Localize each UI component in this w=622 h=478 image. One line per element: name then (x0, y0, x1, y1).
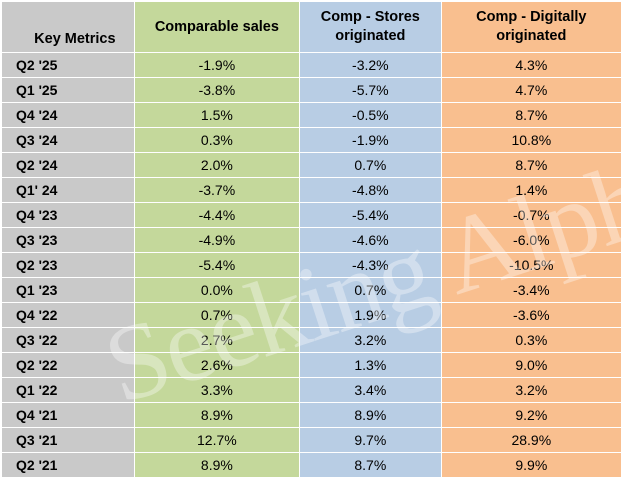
comp-digital-cell: 8.7% (440, 152, 622, 178)
comp-digital-cell: 1.4% (440, 177, 622, 203)
row-label: Q3 '21 (1, 427, 135, 453)
table-row: Q2 '22 2.6% 1.3% 9.0% (1, 352, 622, 378)
comp-stores-cell: 0.7% (299, 277, 442, 303)
table-row: Q4 '24 1.5% -0.5% 8.7% (1, 102, 622, 128)
comp-digital-cell: 28.9% (440, 427, 622, 453)
comparable-sales-cell: 2.7% (133, 327, 301, 353)
comparable-sales-cell: -5.4% (133, 252, 301, 278)
comp-digital-cell: 0.3% (440, 327, 622, 353)
table-row: Q4 '23 -4.4% -5.4% -0.7% (1, 202, 622, 228)
header-comp-stores: Comp - Stores originated (299, 1, 442, 53)
row-label: Q4 '24 (1, 102, 135, 128)
comparable-sales-cell: 0.7% (133, 302, 301, 328)
comp-stores-cell: -5.4% (299, 202, 442, 228)
row-label: Q1 '25 (1, 77, 135, 103)
comp-stores-cell: 1.3% (299, 352, 442, 378)
table-row: Q4 '22 0.7% 1.9% -3.6% (1, 302, 622, 328)
comparable-sales-cell: 8.9% (133, 402, 301, 428)
comp-digital-cell: 8.7% (440, 102, 622, 128)
comp-stores-cell: -4.8% (299, 177, 442, 203)
comp-stores-cell: 8.7% (299, 452, 442, 478)
comparable-sales-cell: 12.7% (133, 427, 301, 453)
header-comparable-sales: Comparable sales (133, 1, 301, 53)
comp-stores-cell: 8.9% (299, 402, 442, 428)
header-comp-digital: Comp - Digitally originated (440, 1, 622, 53)
row-label: Q2 '25 (1, 52, 135, 78)
comp-digital-cell: -10.5% (440, 252, 622, 278)
header-row: Key Metrics Comparable sales Comp - Stor… (1, 1, 622, 53)
row-label: Q2 '23 (1, 252, 135, 278)
table-row: Q1 '25 -3.8% -5.7% 4.7% (1, 77, 622, 103)
comparable-sales-cell: -3.7% (133, 177, 301, 203)
comparable-sales-cell: 3.3% (133, 377, 301, 403)
comp-stores-cell: -4.3% (299, 252, 442, 278)
comp-stores-cell: 0.7% (299, 152, 442, 178)
row-label: Q2 '21 (1, 452, 135, 478)
comparable-sales-cell: 0.3% (133, 127, 301, 153)
comp-stores-cell: -4.6% (299, 227, 442, 253)
comp-digital-cell: -0.7% (440, 202, 622, 228)
comparable-sales-cell: 8.9% (133, 452, 301, 478)
table-row: Q1 '23 0.0% 0.7% -3.4% (1, 277, 622, 303)
table-row: Q3 '23 -4.9% -4.6% -6.0% (1, 227, 622, 253)
comparable-sales-cell: 0.0% (133, 277, 301, 303)
comp-digital-cell: 9.0% (440, 352, 622, 378)
comparable-sales-cell: 2.0% (133, 152, 301, 178)
comparable-sales-cell: -3.8% (133, 77, 301, 103)
comparable-sales-cell: -1.9% (133, 52, 301, 78)
row-label: Q4 '23 (1, 202, 135, 228)
row-label: Q4 '22 (1, 302, 135, 328)
comparable-sales-cell: 2.6% (133, 352, 301, 378)
comp-stores-cell: 9.7% (299, 427, 442, 453)
table-row: Q3 '22 2.7% 3.2% 0.3% (1, 327, 622, 353)
comp-stores-cell: -1.9% (299, 127, 442, 153)
comp-digital-cell: -3.6% (440, 302, 622, 328)
comparable-sales-cell: -4.4% (133, 202, 301, 228)
comp-digital-cell: 9.9% (440, 452, 622, 478)
comp-digital-cell: -3.4% (440, 277, 622, 303)
row-label: Q1 '23 (1, 277, 135, 303)
comp-digital-cell: 9.2% (440, 402, 622, 428)
comp-digital-cell: -6.0% (440, 227, 622, 253)
comp-stores-cell: 3.2% (299, 327, 442, 353)
row-label: Q2 '22 (1, 352, 135, 378)
row-label: Q3 '24 (1, 127, 135, 153)
comp-digital-cell: 10.8% (440, 127, 622, 153)
table-row: Q1' 24 -3.7% -4.8% 1.4% (1, 177, 622, 203)
comp-stores-cell: -5.7% (299, 77, 442, 103)
comp-digital-cell: 3.2% (440, 377, 622, 403)
comp-stores-cell: -3.2% (299, 52, 442, 78)
comparable-sales-cell: -4.9% (133, 227, 301, 253)
comparable-sales-cell: 1.5% (133, 102, 301, 128)
comp-digital-cell: 4.7% (440, 77, 622, 103)
table-row: Q3 '24 0.3% -1.9% 10.8% (1, 127, 622, 153)
header-key-metrics: Key Metrics (1, 1, 135, 53)
table-row: Q1 '22 3.3% 3.4% 3.2% (1, 377, 622, 403)
row-label: Q3 '22 (1, 327, 135, 353)
table-row: Q4 '21 8.9% 8.9% 9.2% (1, 402, 622, 428)
table-row: Q2 '25 -1.9% -3.2% 4.3% (1, 52, 622, 78)
comp-stores-cell: 1.9% (299, 302, 442, 328)
row-label: Q1 '22 (1, 377, 135, 403)
comp-stores-cell: -0.5% (299, 102, 442, 128)
table-row: Q3 '21 12.7% 9.7% 28.9% (1, 427, 622, 453)
table-body: Q2 '25 -1.9% -3.2% 4.3% Q1 '25 -3.8% -5.7% 4.7%… (1, 52, 622, 478)
comp-stores-cell: 3.4% (299, 377, 442, 403)
table-row: Q2 '23 -5.4% -4.3% -10.5% (1, 252, 622, 278)
comp-digital-cell: 4.3% (440, 52, 622, 78)
row-label: Q2 '24 (1, 152, 135, 178)
row-label: Q1' 24 (1, 177, 135, 203)
row-label: Q3 '23 (1, 227, 135, 253)
table-row: Q2 '24 2.0% 0.7% 8.7% (1, 152, 622, 178)
table-row: Q2 '21 8.9% 8.7% 9.9% (1, 452, 622, 478)
row-label: Q4 '21 (1, 402, 135, 428)
